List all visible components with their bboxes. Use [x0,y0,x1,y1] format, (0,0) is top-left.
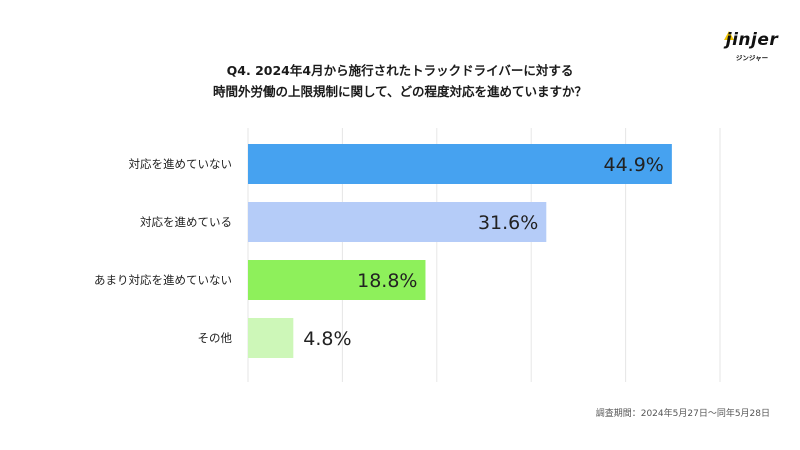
bar-1 [248,144,672,184]
data-label: 18.8% [357,270,417,292]
chart-title-line-1: Q4. 2024年4月から施行されたトラックドライバーに対する [226,63,574,78]
brand-logo: jinjer ジンジャー [722,28,782,68]
logo-accent-icon [724,31,734,40]
logo-subtitle: ジンジャー [735,54,769,62]
logo-wordmark: jinjer [725,30,779,50]
bar-2 [248,202,547,242]
category-label: 対応を進めている [140,215,232,229]
bar-3 [248,260,426,300]
data-label: 31.6% [478,212,538,234]
category-label: その他 [198,331,233,345]
category-label: 対応を進めていない [129,157,233,171]
chart-title-line-2: 時間外労働の上限規制に関して、どの程度対応を進めていますか？ [212,84,587,99]
category-label: あまり対応を進めていない [94,273,232,287]
data-label: 4.8% [303,328,351,350]
data-label: 44.9% [603,154,663,176]
survey-period-note: 調査期間：2024年5月27日〜同年5月28日 [595,409,770,419]
bar-4 [248,318,294,358]
chart-title: Q4. 2024年4月から施行されたトラックドライバーに対する 時間外労働の上限… [0,60,800,102]
